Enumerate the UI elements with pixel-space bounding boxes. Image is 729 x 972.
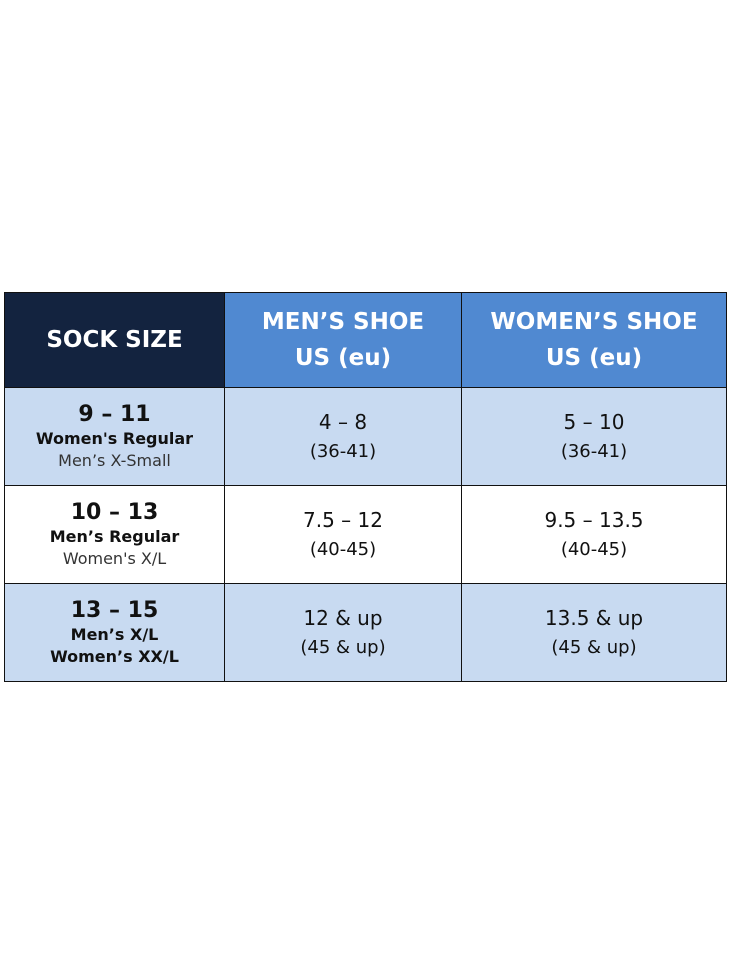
mens-cell: 4 – 8 (36-41) [224, 387, 462, 486]
sock-size-table: SOCK SIZE MEN’S SHOE US (eu) WOMEN’S SHOE… [4, 292, 727, 682]
mens-eu: (36-41) [309, 440, 377, 462]
header-mens-line2: US (eu) [294, 345, 392, 371]
womens-eu: (40-45) [560, 538, 628, 560]
womens-cell: 13.5 & up (45 & up) [461, 583, 727, 682]
mens-us: 12 & up [303, 605, 383, 630]
sock-size: 10 – 13 [70, 499, 159, 525]
header-mens-shoe: MEN’S SHOE US (eu) [224, 292, 462, 388]
fit-primary: Women's Regular [35, 428, 194, 448]
womens-us: 5 – 10 [563, 409, 625, 434]
womens-cell: 5 – 10 (36-41) [461, 387, 727, 486]
sock-size-cell: 10 – 13 Men’s Regular Women's X/L [4, 485, 225, 584]
fit-primary: Men’s Regular [49, 526, 180, 546]
mens-eu: (45 & up) [300, 636, 386, 658]
fit-primary: Men’s X/L [70, 624, 159, 644]
mens-us: 4 – 8 [318, 409, 368, 434]
sock-size-cell: 13 – 15 Men’s X/L Women’s XX/L [4, 583, 225, 682]
header-womens-shoe: WOMEN’S SHOE US (eu) [461, 292, 727, 388]
mens-us: 7.5 – 12 [303, 507, 383, 532]
header-row: SOCK SIZE MEN’S SHOE US (eu) WOMEN’S SHOE… [4, 292, 727, 388]
mens-cell: 7.5 – 12 (40-45) [224, 485, 462, 584]
womens-eu: (45 & up) [551, 636, 637, 658]
header-womens-line2: US (eu) [545, 345, 643, 371]
mens-cell: 12 & up (45 & up) [224, 583, 462, 682]
table-row: 10 – 13 Men’s Regular Women's X/L 7.5 – 12… [4, 485, 727, 584]
sock-size: 9 – 11 [78, 401, 151, 427]
fit-secondary: Men’s X-Small [58, 450, 171, 470]
header-sock-size: SOCK SIZE [4, 292, 225, 388]
mens-eu: (40-45) [309, 538, 377, 560]
womens-eu: (36-41) [560, 440, 628, 462]
womens-us: 9.5 – 13.5 [544, 507, 644, 532]
womens-cell: 9.5 – 13.5 (40-45) [461, 485, 727, 584]
header-mens-line1: MEN’S SHOE [261, 309, 425, 335]
sock-size: 13 – 15 [70, 597, 159, 623]
table-row: 13 – 15 Men’s X/L Women’s XX/L 12 & up (45 … [4, 583, 727, 682]
header-sock-size-label: SOCK SIZE [46, 327, 183, 353]
header-womens-line1: WOMEN’S SHOE [490, 309, 698, 335]
fit-secondary: Women’s XX/L [50, 646, 179, 666]
table-row: 9 – 11 Women's Regular Men’s X-Small 4 – 8… [4, 387, 727, 486]
fit-secondary: Women's X/L [62, 548, 167, 568]
sock-size-cell: 9 – 11 Women's Regular Men’s X-Small [4, 387, 225, 486]
womens-us: 13.5 & up [544, 605, 644, 630]
